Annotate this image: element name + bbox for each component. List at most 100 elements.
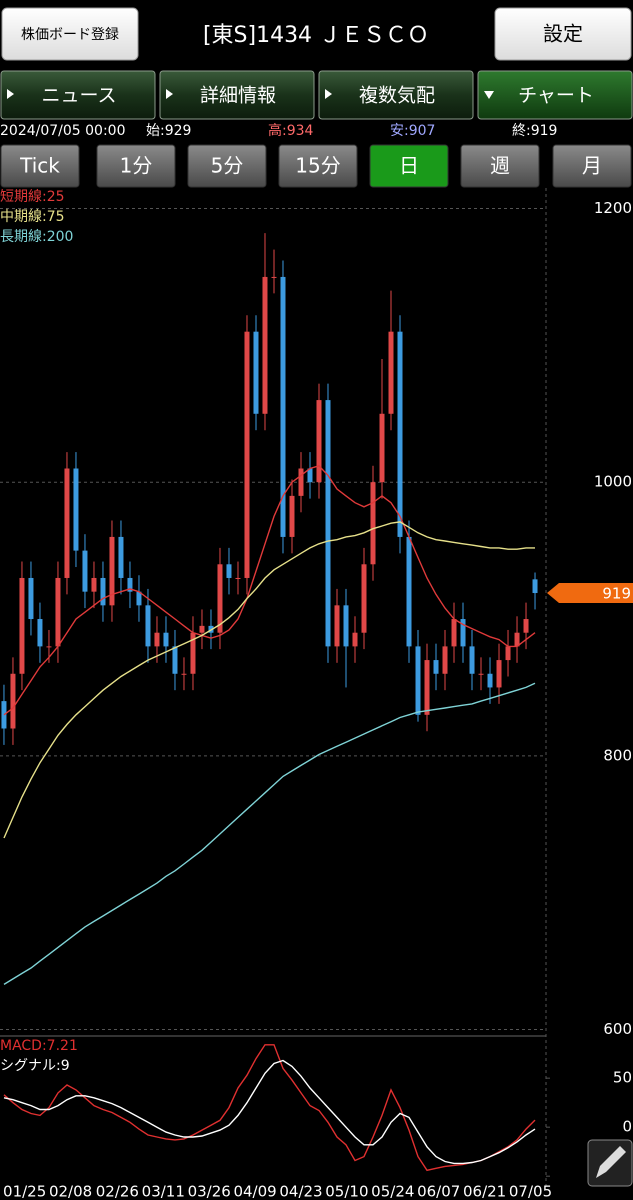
candle-body <box>388 331 394 414</box>
tab-arrow <box>7 89 14 99</box>
candle-body <box>424 660 430 715</box>
period-button[interactable] <box>96 144 176 188</box>
y-tick-label: 800 <box>603 746 632 764</box>
candle-body <box>19 577 25 674</box>
legend-entry: 短期線:25 <box>0 189 65 205</box>
pencil-icon <box>596 1146 626 1178</box>
candle-body <box>280 276 286 537</box>
candle-body <box>46 646 52 648</box>
tab[interactable] <box>159 70 315 120</box>
period-label[interactable]: 5分 <box>211 154 244 178</box>
y-tick-label: 1000 <box>594 473 632 491</box>
period-button[interactable] <box>460 144 540 188</box>
period-button[interactable] <box>278 144 358 188</box>
board-button-label[interactable]: 株価ボード登録 <box>21 27 119 43</box>
tab[interactable] <box>0 70 156 120</box>
period-label[interactable]: Tick <box>19 154 60 178</box>
candle-body <box>442 646 448 674</box>
period-label[interactable]: 月 <box>582 154 602 178</box>
candle-body <box>109 536 115 606</box>
period-label[interactable]: 日 <box>399 154 419 178</box>
tab-label[interactable]: 複数気配 <box>359 85 435 107</box>
candle-body <box>451 619 457 647</box>
info-open: 始:929 <box>146 123 191 139</box>
candle-body <box>73 468 79 551</box>
candle-body <box>406 536 412 647</box>
series-line <box>3 1044 536 1172</box>
x-tick-label: 06/21 <box>463 1183 506 1200</box>
tab-label[interactable]: 詳細情報 <box>200 85 276 107</box>
x-tick-label: 05/10 <box>325 1183 368 1200</box>
candle-body <box>334 605 340 647</box>
candle-body <box>307 468 313 483</box>
candle-body <box>127 577 133 592</box>
y-tick-label: 0 <box>622 1118 632 1136</box>
x-tick-label: 06/07 <box>417 1183 460 1200</box>
tab[interactable] <box>477 70 633 120</box>
candle-body <box>523 619 529 633</box>
candle-body <box>190 632 196 674</box>
price-marker <box>547 583 633 604</box>
candle-body <box>1 701 7 729</box>
x-tick-label: 03/11 <box>142 1183 185 1200</box>
candle-body <box>496 660 502 688</box>
x-tick-label: 02/26 <box>96 1183 139 1200</box>
candle-body <box>172 646 178 674</box>
series-line <box>3 682 536 985</box>
candle-body <box>235 577 241 579</box>
period-label[interactable]: 週 <box>490 154 510 178</box>
candle-body <box>64 468 70 578</box>
candle-body <box>136 591 142 606</box>
settings-label[interactable]: 設定 <box>543 22 583 46</box>
candle-body <box>415 646 421 715</box>
candle-body <box>226 564 232 578</box>
period-button[interactable] <box>0 144 80 188</box>
candle-body <box>118 536 124 578</box>
series-line <box>3 1059 536 1165</box>
y-tick-label: 600 <box>603 1020 632 1038</box>
candle-body <box>325 400 331 647</box>
x-tick-label: 04/09 <box>233 1183 276 1200</box>
x-tick-label: 07/05 <box>509 1183 552 1200</box>
period-label[interactable]: 1分 <box>120 154 153 178</box>
series-line <box>3 521 535 839</box>
period-button[interactable] <box>187 144 267 188</box>
x-tick-label: 03/26 <box>188 1183 231 1200</box>
period-button[interactable] <box>369 144 449 188</box>
candle-body <box>28 577 34 620</box>
candle-body <box>469 646 475 674</box>
candle-body <box>154 632 160 647</box>
candle-body <box>433 660 439 674</box>
y-tick-label: 1200 <box>594 199 632 217</box>
candle-body <box>262 276 268 414</box>
candle-body <box>163 632 169 647</box>
candle-body <box>379 413 385 483</box>
candle-body <box>361 564 367 633</box>
candle-body <box>505 646 511 661</box>
y-tick-label: 50 <box>613 1069 632 1087</box>
legend-entry: シグナル:9 <box>0 1058 70 1074</box>
candle-body <box>343 605 349 647</box>
info-close: 終:919 <box>512 123 557 139</box>
candle-body <box>271 276 277 278</box>
candle-body <box>10 673 16 729</box>
candle-body <box>145 605 151 647</box>
tab-arrow <box>484 91 494 99</box>
tab-label[interactable]: ニュース <box>41 85 116 107</box>
candle-body <box>460 619 466 647</box>
tab[interactable] <box>318 70 474 120</box>
settings-button[interactable] <box>494 7 632 61</box>
tab-label[interactable]: チャート <box>518 85 594 107</box>
candle-body <box>487 673 493 688</box>
candle-body <box>100 577 106 606</box>
title: [東S]1434 ＪＥＳＣＯ <box>203 23 429 48</box>
board-button[interactable] <box>1 7 139 61</box>
period-label[interactable]: 15分 <box>295 154 340 178</box>
candle-body <box>82 550 88 592</box>
x-tick-label: 01/25 <box>3 1183 46 1200</box>
candle-body <box>316 400 322 483</box>
candle-body <box>244 331 250 578</box>
period-button[interactable] <box>552 144 632 188</box>
candle-body <box>298 468 304 496</box>
